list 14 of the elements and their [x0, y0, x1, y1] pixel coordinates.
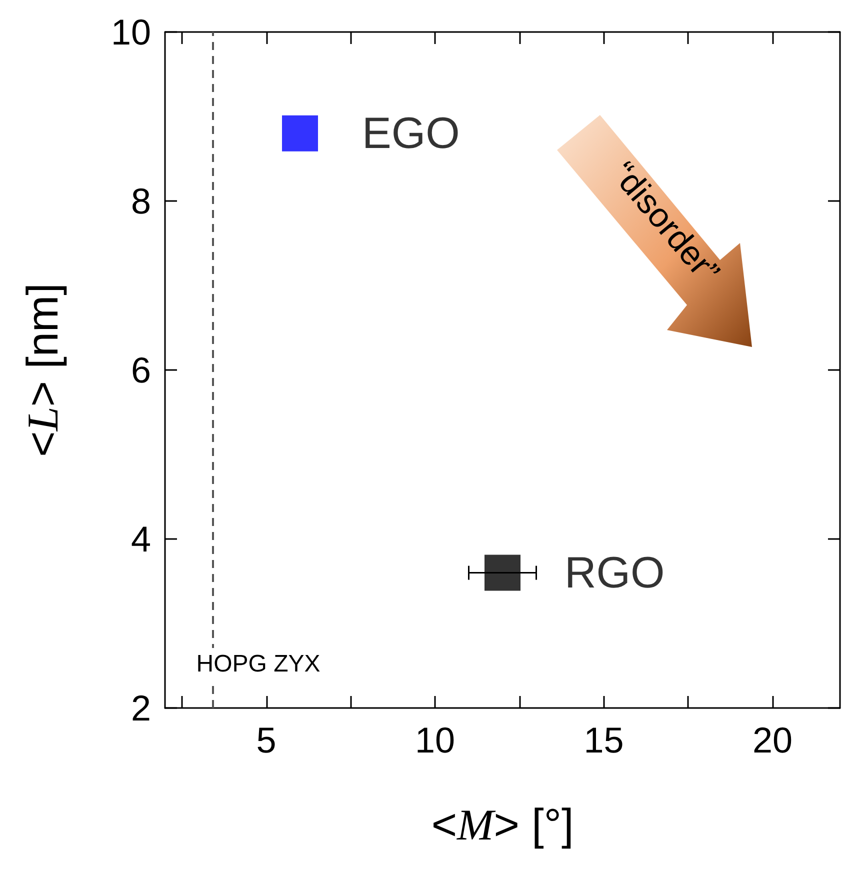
x-tick-label: 5 [256, 720, 276, 760]
series-label: RGO [564, 548, 665, 598]
x-tick-label: 15 [584, 720, 624, 760]
y-axis-title: <L> [nm] [18, 283, 68, 457]
y-tick-label: 4 [130, 518, 151, 560]
x-tick-label: 10 [414, 720, 456, 760]
y-tick-label: 8 [130, 180, 151, 222]
series-label: EGO [362, 108, 460, 158]
x-axis-title: <M> [°] [431, 800, 574, 850]
y-tick-label: 6 [130, 350, 151, 390]
ref-line-label: HOPG ZYX [196, 650, 320, 678]
y-tick-label: 10 [110, 12, 151, 52]
y-tick-label: 2 [130, 688, 151, 728]
x-tick-label: 20 [752, 720, 793, 760]
